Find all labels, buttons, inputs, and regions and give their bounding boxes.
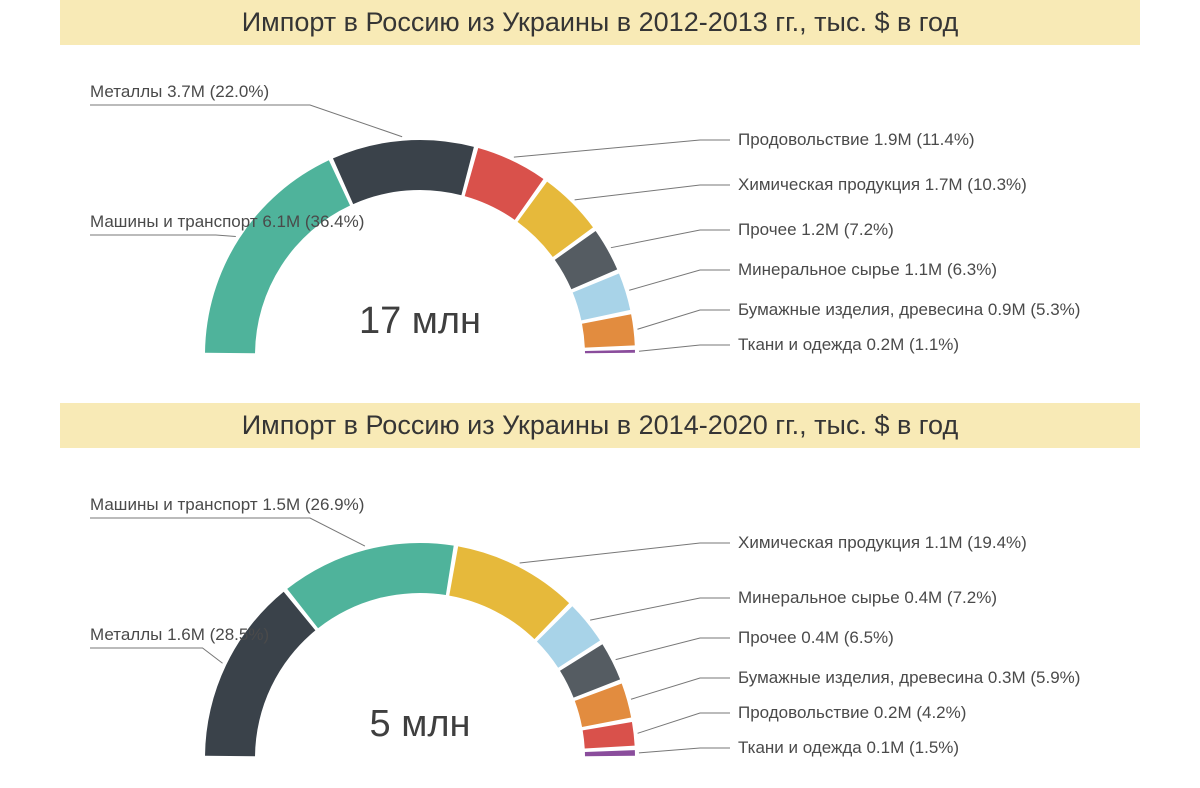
leader-line (514, 140, 730, 157)
leader-line (639, 748, 730, 753)
donut-segment (585, 750, 635, 756)
chart-canvas-2: 5 млн Металлы 1.6M (28.5%) Машины и трансп… (0, 448, 1200, 788)
donut-segment (582, 314, 635, 347)
leader-line (90, 648, 223, 663)
leader-line (90, 105, 402, 137)
leader-line (616, 638, 730, 660)
donut-segment (205, 592, 315, 757)
segment-label: Продовольствие 1.9M (11.4%) (738, 130, 975, 149)
page: Импорт в Россию из Украины в 2012-2013 г… (0, 0, 1200, 788)
segment-label: Прочее 1.2M (7.2%) (738, 220, 894, 239)
center-total: 5 млн (370, 703, 471, 745)
donut-segment (205, 160, 350, 353)
leader-line (90, 518, 365, 546)
donut-segment (449, 546, 569, 639)
leader-line (575, 185, 730, 200)
segment-label: Бумажные изделия, древесина 0.3M (5.9%) (738, 668, 1080, 687)
segment-label: Ткани и одежда 0.1M (1.5%) (738, 738, 959, 757)
segment-label: Машины и транспорт 6.1M (36.4%) (90, 212, 364, 231)
leader-line (637, 310, 730, 329)
segment-label: Химическая продукция 1.7M (10.3%) (738, 175, 1027, 194)
leader-line (629, 270, 730, 290)
segment-label: Металлы 3.7M (22.0%) (90, 82, 269, 101)
segment-label: Машины и транспорт 1.5M (26.9%) (90, 495, 364, 514)
chart-panel-1: Импорт в Россию из Украины в 2012-2013 г… (0, 0, 1200, 385)
chart-title-1: Импорт в Россию из Украины в 2012-2013 г… (60, 0, 1140, 45)
segment-label: Продовольствие 0.2M (4.2%) (738, 703, 966, 722)
leader-line (631, 678, 730, 699)
segment-label: Химическая продукция 1.1M (19.4%) (738, 533, 1027, 552)
donut-segment (333, 140, 474, 204)
segment-label: Прочее 0.4M (6.5%) (738, 628, 894, 647)
leader-line (90, 235, 236, 236)
center-total: 17 млн (359, 300, 481, 342)
donut-segment (287, 543, 454, 628)
leader-line (520, 543, 730, 563)
donut-segment (585, 350, 635, 353)
segment-label: Ткани и одежда 0.2M (1.1%) (738, 335, 959, 354)
segment-label: Минеральное сырье 0.4M (7.2%) (738, 588, 997, 607)
chart-panel-2: Импорт в Россию из Украины в 2014-2020 г… (0, 403, 1200, 788)
leader-line (611, 230, 730, 248)
segment-label: Минеральное сырье 1.1M (6.3%) (738, 260, 997, 279)
chart-canvas-1: 17 млн Машины и транспорт 6.1M (36.4%) Мет… (0, 45, 1200, 385)
leader-line (638, 713, 730, 733)
segment-label: Металлы 1.6M (28.5%) (90, 625, 269, 644)
chart-title-2: Импорт в Россию из Украины в 2014-2020 г… (60, 403, 1140, 448)
leader-line (590, 598, 730, 620)
leader-line (639, 345, 730, 351)
donut-segment (583, 722, 635, 749)
segment-label: Бумажные изделия, древесина 0.9M (5.3%) (738, 300, 1080, 319)
